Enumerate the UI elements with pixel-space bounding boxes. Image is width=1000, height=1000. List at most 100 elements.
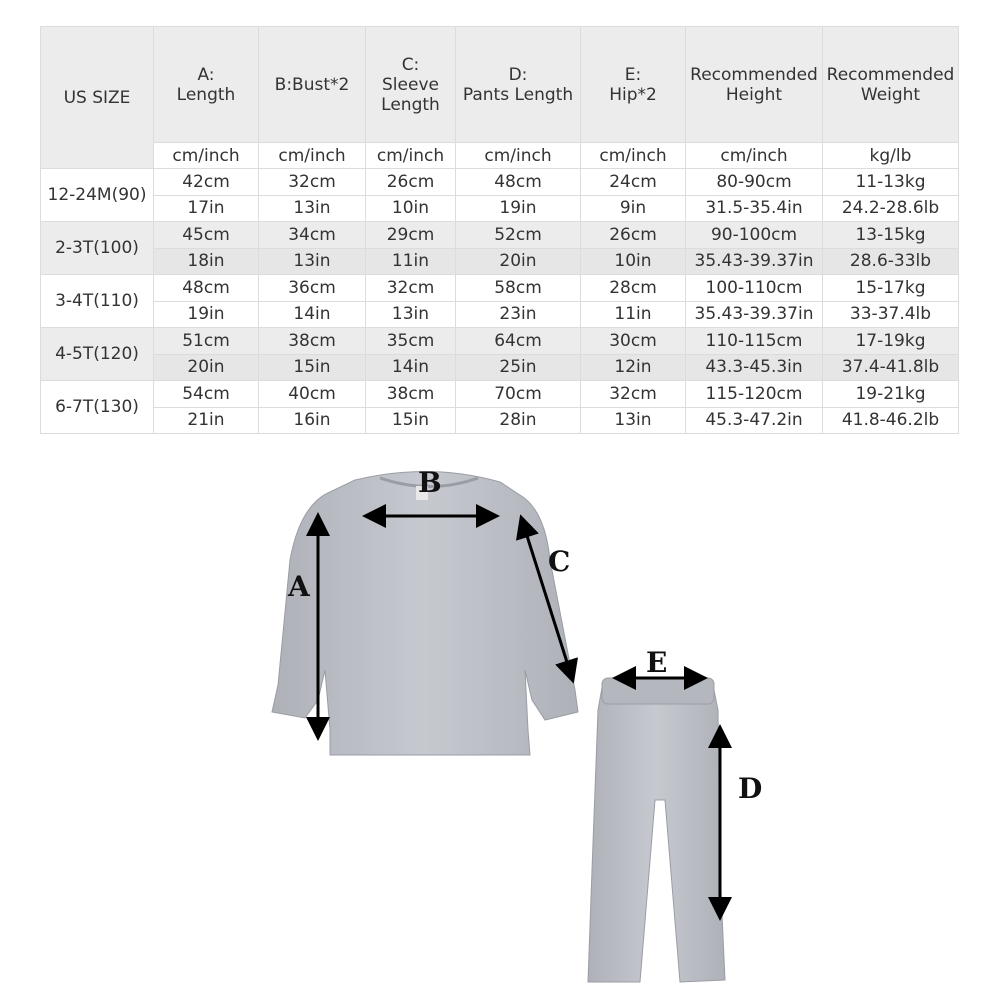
inch-cell: 13in [580,406,686,434]
inch-cell: 11in [580,300,686,328]
column-header: D: Pants Length [455,26,581,143]
table-row-cm: 12-24M(90) 42cm 32cm 26cm 48cm 24cm 80-90cm 11-… [40,168,959,222]
inch-cell: 16in [258,406,366,434]
cm-cell: 110-115cm [685,327,823,355]
size-cell: 4-5T(120) [40,327,154,381]
inch-cell: 35.43-39.37in [685,300,823,328]
column-header: Recommended Weight [822,26,959,143]
inch-cell: 37.4-41.8lb [822,353,959,381]
cm-cell: 11-13kg [822,168,959,196]
cm-cell: 64cm [455,327,581,355]
inch-cell: 43.3-45.3in [685,353,823,381]
inch-cell: 21in [153,406,259,434]
cm-cell: 51cm [153,327,259,355]
cm-cell: 34cm [258,221,366,249]
unit-cell: cm/inch [455,142,581,169]
inch-cell: 13in [365,300,456,328]
column-header: US SIZE [40,26,154,169]
cm-cell: 36cm [258,274,366,302]
size-cell: 2-3T(100) [40,221,154,275]
table-row-cm: 4-5T(120) 51cm 38cm 35cm 64cm 30cm 110-115cm 17… [40,327,959,381]
cm-cell: 58cm [455,274,581,302]
size-cell: 3-4T(110) [40,274,154,328]
table-row-cm: 6-7T(130) 54cm 40cm 38cm 70cm 32cm 115-120cm 19… [40,380,959,434]
sleeve-arrow [515,514,579,684]
label-a: A [287,570,311,603]
cm-cell: 38cm [258,327,366,355]
table-row-cm: 2-3T(100) 45cm 34cm 29cm 52cm 26cm 90-100cm 13-… [40,221,959,275]
inch-cell: 14in [258,300,366,328]
cm-cell: 17-19kg [822,327,959,355]
inch-cell: 15in [365,406,456,434]
label-c: C [548,545,570,578]
cm-cell: 28cm [580,274,686,302]
cm-cell: 54cm [153,380,259,408]
cm-cell: 29cm [365,221,456,249]
table-row-in: 18in 13in 11in 20in 10in 35.43-39.37in 28.6-33… [41,247,959,275]
label-d: D [738,772,762,805]
pants-illustration [587,677,726,983]
unit-cell: kg/lb [822,142,959,169]
cm-cell: 32cm [365,274,456,302]
column-header-text: B:Bust*2 [274,74,350,95]
inch-cell: 17in [153,194,259,222]
cm-cell: 115-120cm [685,380,823,408]
inch-cell: 23in [455,300,581,328]
inch-cell: 24.2-28.6lb [822,194,959,222]
inch-cell: 35.43-39.37in [685,247,823,275]
inch-cell: 31.5-35.4in [685,194,823,222]
unit-row: cm/inch cm/inch cm/inch cm/inch cm/inch cm/in… [41,142,959,169]
cm-cell: 70cm [455,380,581,408]
inch-cell: 41.8-46.2lb [822,406,959,434]
inch-cell: 33-37.4lb [822,300,959,328]
inch-cell: 15in [258,353,366,381]
column-header: B:Bust*2 [258,26,366,143]
inch-cell: 9in [580,194,686,222]
cm-cell: 26cm [580,221,686,249]
inch-cell: 13in [258,247,366,275]
cm-cell: 19-21kg [822,380,959,408]
table-row-in: 17in 13in 10in 19in 9in 31.5-35.4in 24.2-28.6l… [41,194,959,222]
column-header-text: E: Hip*2 [609,64,657,105]
cm-cell: 26cm [365,168,456,196]
column-header-text: Recommended Weight [826,64,955,105]
inch-cell: 20in [455,247,581,275]
table-row-in: 21in 16in 15in 28in 13in 45.3-47.2in 41.8-46.2… [41,406,959,434]
cm-cell: 13-15kg [822,221,959,249]
cm-cell: 24cm [580,168,686,196]
cm-cell: 100-110cm [685,274,823,302]
inch-cell: 20in [153,353,259,381]
cm-cell: 42cm [153,168,259,196]
inch-cell: 10in [365,194,456,222]
cm-cell: 35cm [365,327,456,355]
header-row: US SIZE A: Length B:Bust*2 C: Sleeve Length… [40,26,959,169]
column-header: C: Sleeve Length [365,26,456,143]
column-header-text: Recommended Height [690,64,818,105]
cm-cell: 32cm [580,380,686,408]
column-header: A: Length [153,26,259,143]
label-e: E [646,646,667,679]
inch-cell: 45.3-47.2in [685,406,823,434]
label-b: B [418,466,442,499]
cm-cell: 45cm [153,221,259,249]
inch-cell: 25in [455,353,581,381]
cm-cell: 40cm [258,380,366,408]
unit-cell: cm/inch [258,142,366,169]
inch-cell: 12in [580,353,686,381]
size-cell: 12-24M(90) [40,168,154,222]
cm-cell: 32cm [258,168,366,196]
inch-cell: 10in [580,247,686,275]
table-row-cm: 3-4T(110) 48cm 36cm 32cm 58cm 28cm 100-110cm 15… [40,274,959,328]
unit-cell: cm/inch [685,142,823,169]
inch-cell: 13in [258,194,366,222]
unit-cell: cm/inch [153,142,259,169]
column-header-text: US SIZE [63,87,131,108]
cm-cell: 30cm [580,327,686,355]
cm-cell: 48cm [153,274,259,302]
inch-cell: 14in [365,353,456,381]
cm-cell: 48cm [455,168,581,196]
column-header-text: A: Length [176,64,236,105]
cm-cell: 38cm [365,380,456,408]
unit-cell: cm/inch [365,142,456,169]
inch-cell: 28in [455,406,581,434]
